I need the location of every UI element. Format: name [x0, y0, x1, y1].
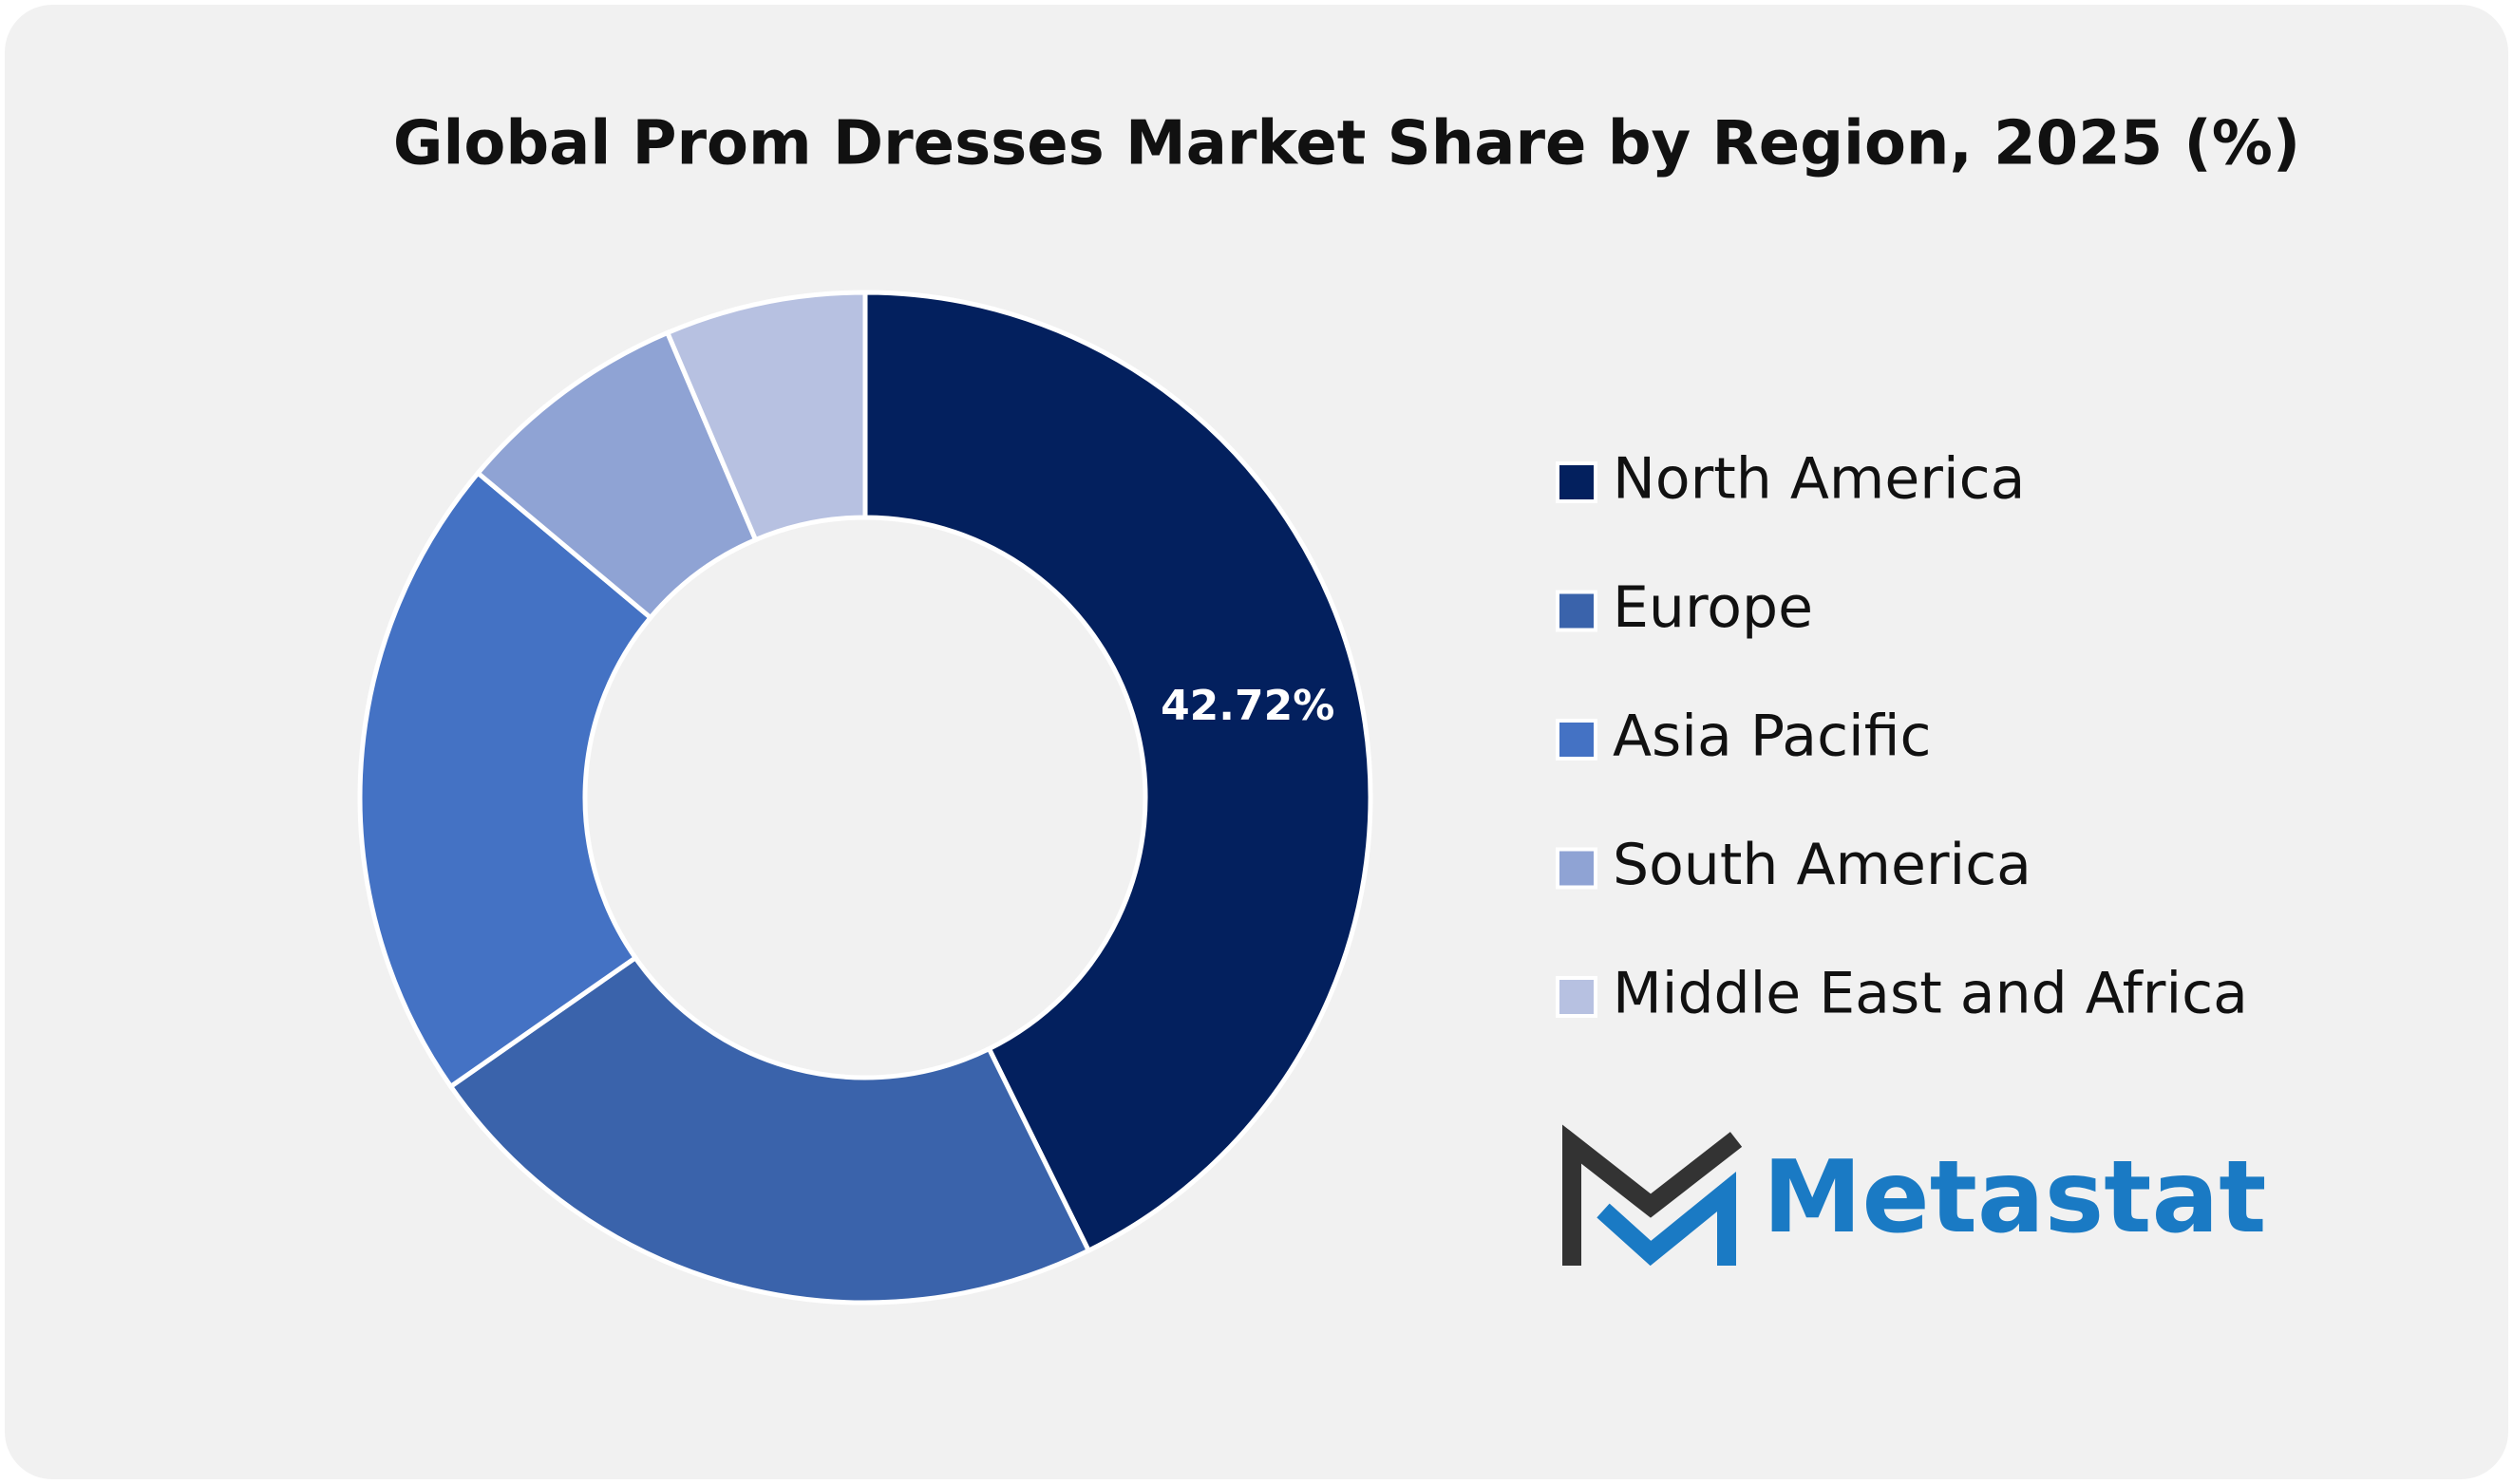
legend-label: South America: [1613, 832, 2031, 898]
logo: Metastat: [1562, 1124, 2267, 1267]
logo-icon-dark: [1562, 1124, 1743, 1266]
donut-slice: [447, 954, 1092, 1306]
legend-swatch: [1556, 719, 1597, 761]
legend-swatch: [1556, 461, 1597, 503]
legend-swatch: [1556, 590, 1597, 632]
data-label: 42.72%: [1161, 682, 1334, 730]
donut-slice: [357, 469, 654, 1090]
legend-label: Middle East and Africa: [1613, 961, 2248, 1027]
donut-slice: [862, 290, 1373, 1254]
chart-title: Global Prom Dresses Market Share by Regi…: [393, 109, 2300, 179]
legend-swatch: [1556, 976, 1597, 1018]
logo-text: Metastat: [1763, 1139, 2267, 1255]
legend-label: Asia Pacific: [1613, 704, 1932, 770]
legend-swatch: [1556, 847, 1597, 890]
logo-icon-blue: [1597, 1171, 1736, 1267]
legend-label: Europe: [1613, 574, 1813, 641]
legend-label: North America: [1613, 446, 2025, 513]
donut-slice: [664, 290, 868, 543]
